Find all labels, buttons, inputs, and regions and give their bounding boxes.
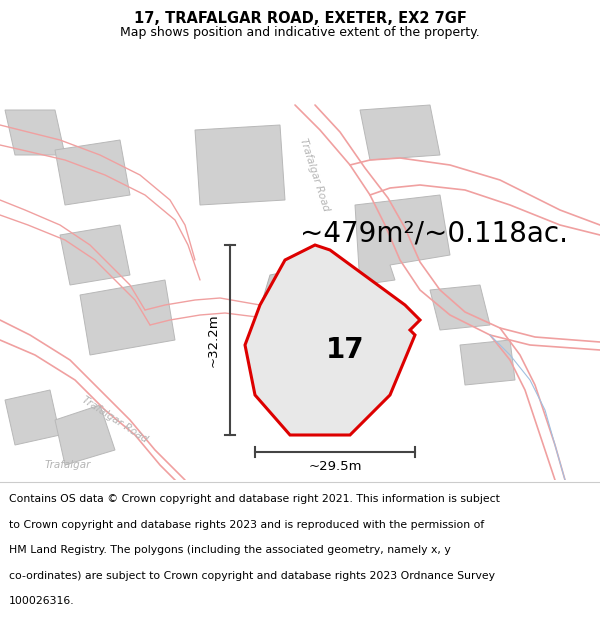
Text: Trafalgar Road: Trafalgar Road: [298, 138, 332, 212]
Polygon shape: [5, 390, 60, 445]
Polygon shape: [245, 245, 420, 435]
Text: to Crown copyright and database rights 2023 and is reproduced with the permissio: to Crown copyright and database rights 2…: [9, 520, 484, 530]
Polygon shape: [355, 195, 450, 285]
Polygon shape: [5, 110, 65, 155]
Polygon shape: [360, 105, 440, 160]
Polygon shape: [195, 125, 285, 205]
Text: co-ordinates) are subject to Crown copyright and database rights 2023 Ordnance S: co-ordinates) are subject to Crown copyr…: [9, 571, 495, 581]
Text: ~479m²/~0.118ac.: ~479m²/~0.118ac.: [300, 219, 568, 247]
Text: 100026316.: 100026316.: [9, 596, 74, 606]
Text: Map shows position and indicative extent of the property.: Map shows position and indicative extent…: [120, 26, 480, 39]
Polygon shape: [250, 265, 380, 415]
Polygon shape: [80, 280, 175, 355]
Text: 17: 17: [326, 336, 364, 364]
Polygon shape: [430, 285, 490, 330]
Polygon shape: [460, 340, 515, 385]
Text: HM Land Registry. The polygons (including the associated geometry, namely x, y: HM Land Registry. The polygons (includin…: [9, 545, 451, 555]
Polygon shape: [55, 140, 130, 205]
Text: Contains OS data © Crown copyright and database right 2021. This information is : Contains OS data © Crown copyright and d…: [9, 494, 500, 504]
Polygon shape: [55, 405, 115, 465]
Polygon shape: [60, 225, 130, 285]
Text: Trafalgar Road: Trafalgar Road: [80, 395, 149, 445]
Text: 17, TRAFALGAR ROAD, EXETER, EX2 7GF: 17, TRAFALGAR ROAD, EXETER, EX2 7GF: [134, 11, 466, 26]
Text: Trafalgar: Trafalgar: [45, 460, 91, 470]
Text: ~32.2m: ~32.2m: [207, 313, 220, 367]
Text: ~29.5m: ~29.5m: [308, 460, 362, 473]
